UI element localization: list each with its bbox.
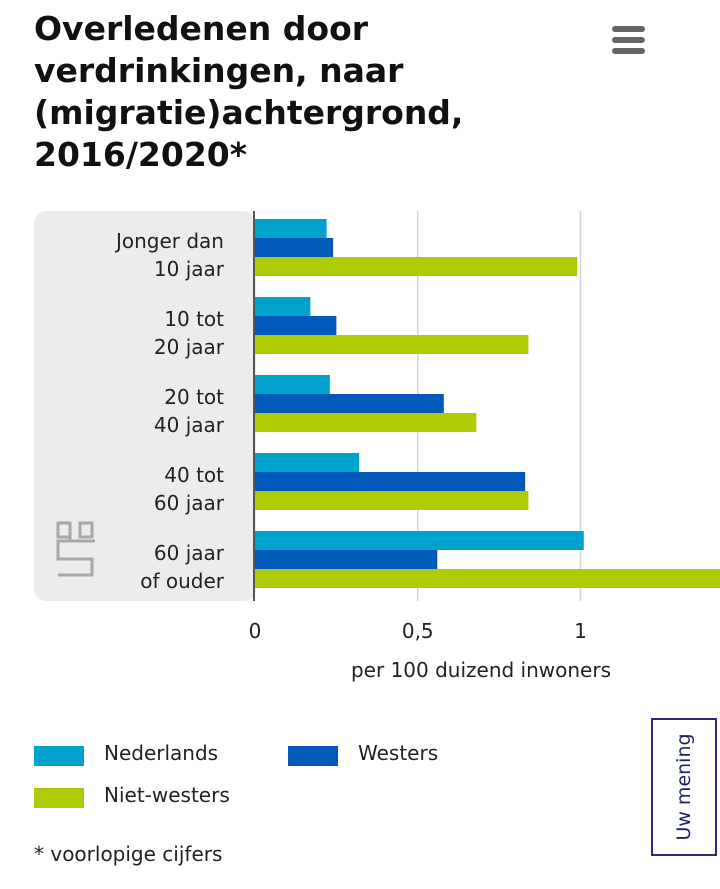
- category-label: 20 tot: [164, 385, 224, 409]
- category-label: 20 jaar: [154, 335, 225, 359]
- category-label: 60 jaar: [154, 491, 225, 515]
- feedback-button-label: Uw mening: [673, 733, 695, 841]
- category-label: of ouder: [140, 569, 225, 593]
- bar-niet-westers: [255, 335, 529, 354]
- x-tick-label: 1: [574, 619, 587, 643]
- bar-westers: [255, 316, 337, 335]
- category-label: 40 jaar: [154, 413, 225, 437]
- bar-westers: [255, 550, 438, 569]
- bar-westers: [255, 238, 334, 257]
- legend-label-westers: Westers: [358, 741, 439, 765]
- bar-niet-westers: [255, 413, 477, 432]
- x-tick-label: 0,5: [402, 619, 434, 643]
- x-tick-label: 0: [249, 619, 262, 643]
- bar-nederlands: [255, 219, 327, 238]
- legend-swatch-nederlands: [34, 746, 84, 766]
- bar-westers: [255, 394, 444, 413]
- cbs-logo-icon: [56, 521, 95, 577]
- feedback-button[interactable]: Uw mening: [651, 718, 717, 856]
- category-label: 10 tot: [164, 307, 224, 331]
- legend-swatch-westers: [288, 746, 338, 766]
- bar-nederlands: [255, 297, 311, 316]
- legend-label-nederlands: Nederlands: [104, 741, 219, 765]
- x-axis-label: per 100 duizend inwoners: [351, 658, 611, 682]
- category-label: 10 jaar: [154, 257, 225, 281]
- bar-niet-westers: [255, 569, 720, 588]
- footnote: * voorlopige cijfers: [34, 842, 223, 866]
- hamburger-menu-icon[interactable]: [612, 26, 645, 56]
- bar-niet-westers: [255, 491, 529, 510]
- category-label: 40 tot: [164, 463, 224, 487]
- legend-label-niet-westers: Niet-westers: [104, 783, 230, 807]
- category-panel: [34, 211, 256, 601]
- bar-niet-westers: [255, 257, 578, 276]
- bar-westers: [255, 472, 526, 491]
- bar-nederlands: [255, 531, 584, 550]
- category-label: 60 jaar: [154, 541, 225, 565]
- category-label: Jonger dan: [114, 229, 224, 253]
- legend-swatch-niet-westers: [34, 788, 84, 808]
- bar-nederlands: [255, 453, 360, 472]
- bar-nederlands: [255, 375, 330, 394]
- page-title: Overledenen door verdrinkingen, naar (mi…: [34, 9, 464, 174]
